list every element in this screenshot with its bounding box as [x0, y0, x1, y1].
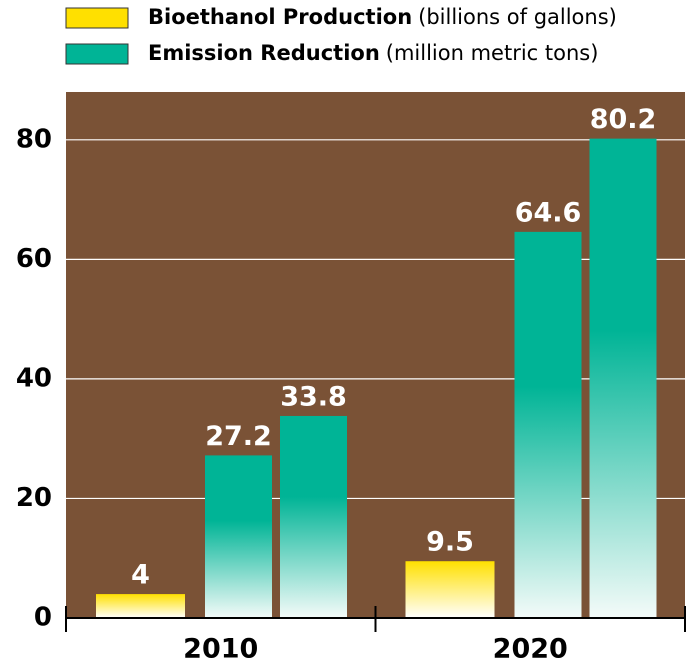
legend-name: Bioethanol Production	[148, 5, 412, 29]
value-label: 80.2	[590, 104, 657, 135]
bar	[515, 232, 582, 618]
bar	[96, 594, 185, 618]
bar	[590, 139, 657, 618]
legend: Bioethanol Production(billions of gallon…	[66, 5, 617, 65]
x-tick-label: 2010	[183, 634, 258, 665]
y-tick-label: 0	[34, 603, 52, 633]
y-tick-label: 80	[16, 124, 52, 154]
value-label: 27.2	[205, 421, 272, 452]
y-tick-label: 40	[16, 363, 52, 393]
y-tick-label: 60	[16, 244, 52, 274]
value-label: 64.6	[515, 197, 582, 228]
legend-label: Emission Reduction(million metric tons)	[148, 41, 598, 65]
legend-label: Bioethanol Production(billions of gallon…	[148, 5, 617, 29]
bar	[280, 416, 347, 618]
legend-unit: (million metric tons)	[386, 41, 599, 65]
value-label: 33.8	[280, 381, 347, 412]
chart: Bioethanol Production(billions of gallon…	[0, 0, 695, 668]
bar	[406, 561, 495, 618]
bar	[205, 455, 272, 618]
x-tick-label: 2020	[493, 634, 568, 665]
legend-name: Emission Reduction	[148, 41, 380, 65]
y-tick-label: 20	[16, 483, 52, 513]
legend-swatch	[66, 8, 128, 28]
value-label: 9.5	[426, 527, 474, 558]
legend-swatch	[66, 44, 128, 64]
legend-unit: (billions of gallons)	[418, 5, 617, 29]
value-label: 4	[131, 560, 150, 591]
